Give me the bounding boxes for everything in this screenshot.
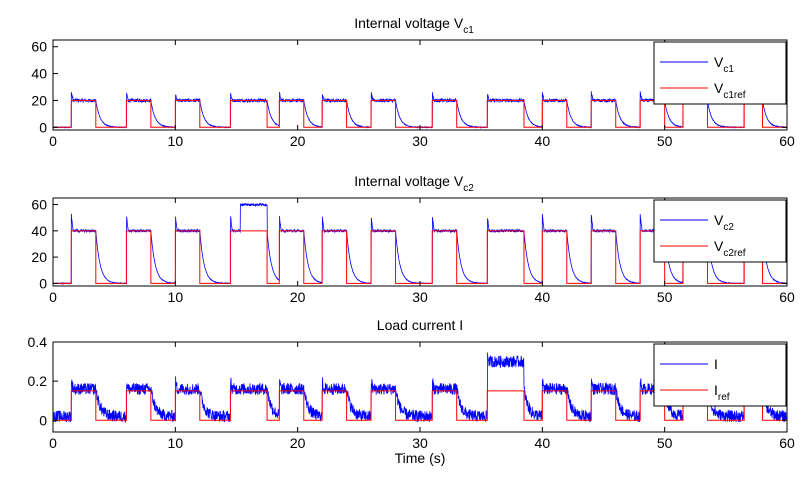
subplot-2: 0 10 20 30 40 50 60 0 20 40 60 Internal voltage Vc2… <box>31 173 795 305</box>
x-tick-label: 30 <box>412 289 428 305</box>
legend-entry: Vc2ref <box>714 238 746 259</box>
x-tick-label: 30 <box>412 133 428 149</box>
legend-entry: I <box>714 356 718 372</box>
x-tick-label: 60 <box>779 133 795 149</box>
x-tick-label: 50 <box>657 133 673 149</box>
x-axis-label: Time (s) <box>395 450 446 466</box>
x-tick-label: 10 <box>168 435 184 451</box>
legend-entry: Iref <box>714 382 730 403</box>
series-line-vc1ref <box>53 99 787 128</box>
x-tick-label: 30 <box>412 435 428 451</box>
subplot-title: Load current I <box>377 317 463 333</box>
y-tick-label: 20 <box>31 92 47 108</box>
legend-entry: Vc1 <box>714 54 734 75</box>
x-tick-label: 10 <box>168 133 184 149</box>
legend: Vc2 Vc2ref <box>653 199 787 263</box>
y-tick-label: 20 <box>31 249 47 265</box>
subplot-3: 0 10 20 30 40 50 60 0 0.2 0.4 Load current I Time (… <box>28 317 795 466</box>
x-tick-label: 40 <box>535 289 551 305</box>
legend: Vc1 Vc1ref <box>653 41 787 105</box>
y-tick-label: 0 <box>39 275 47 291</box>
x-tick-label: 40 <box>535 133 551 149</box>
y-tick-label: 40 <box>31 223 47 239</box>
x-tick-label: 0 <box>49 289 57 305</box>
y-tick-label: 60 <box>31 197 47 213</box>
x-tick-label: 20 <box>290 435 306 451</box>
legend-box <box>653 41 787 105</box>
legend-entry: Vc1ref <box>714 80 746 101</box>
subplot-title: Internal voltage Vc2 <box>354 173 474 194</box>
y-tick-label: 0.2 <box>28 373 48 389</box>
x-tick-label: 50 <box>657 435 673 451</box>
legend-box <box>653 199 787 263</box>
x-tick-label: 60 <box>779 435 795 451</box>
y-tick-label: 40 <box>31 66 47 82</box>
x-tick-label: 10 <box>168 289 184 305</box>
y-tick-label: 60 <box>31 39 47 55</box>
legend-box <box>653 343 787 407</box>
x-tick-label: 60 <box>779 289 795 305</box>
y-tick-label: 0 <box>39 412 47 428</box>
x-tick-label: 50 <box>657 289 673 305</box>
y-tick-label: 0 <box>39 119 47 135</box>
x-tick-label: 20 <box>290 133 306 149</box>
x-tick-label: 20 <box>290 289 306 305</box>
y-tick-label: 0.4 <box>28 334 48 350</box>
x-tick-label: 0 <box>49 435 57 451</box>
subplot-1: 0 10 20 30 40 50 60 0 20 40 60 Internal voltage Vc1… <box>31 15 795 149</box>
legend-entry: Vc2 <box>714 212 734 233</box>
legend: I Iref <box>653 343 787 407</box>
subplot-title: Internal voltage Vc1 <box>354 15 474 36</box>
x-tick-label: 0 <box>49 133 57 149</box>
x-tick-label: 40 <box>535 435 551 451</box>
